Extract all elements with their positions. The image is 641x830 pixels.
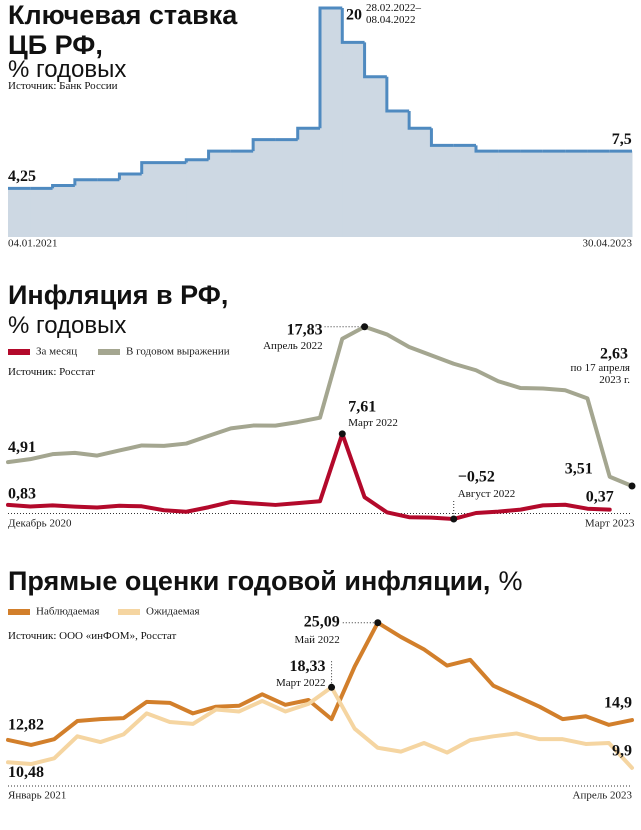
step-area xyxy=(453,145,477,237)
series-line xyxy=(6,324,634,488)
step-area xyxy=(431,145,455,237)
step-line xyxy=(184,158,209,163)
chart-title: Инфляция в РФ, xyxy=(8,280,229,310)
chart-title: Ключевая ставка ЦБ РФ, xyxy=(8,0,238,60)
step-area xyxy=(52,185,76,237)
value-label: 25,09 xyxy=(304,613,340,630)
step-line xyxy=(340,8,365,44)
step-line xyxy=(140,161,164,175)
step-line xyxy=(117,172,142,180)
point-dot xyxy=(328,683,336,691)
value-label: 0,83 xyxy=(8,486,36,503)
step-area xyxy=(297,128,321,237)
step-line xyxy=(251,138,276,152)
step-area xyxy=(342,42,366,237)
x-tick-label: Март 2023 xyxy=(585,518,635,530)
step-area xyxy=(476,151,499,237)
value-label: −0,52 xyxy=(458,469,495,486)
step-line xyxy=(73,178,98,186)
value-label: 9,9 xyxy=(612,743,632,760)
step-area xyxy=(74,179,98,237)
value-note: Март 2022 xyxy=(275,677,326,690)
step-area xyxy=(141,162,165,237)
value-label: 4,91 xyxy=(8,439,36,456)
series-line xyxy=(6,431,612,521)
step-area xyxy=(275,139,299,237)
x-tick-label: 04.01.2021 xyxy=(8,238,58,250)
legend-label: В годовом выражении xyxy=(126,346,230,358)
value-label: 12,82 xyxy=(8,717,44,734)
step-area xyxy=(8,188,31,237)
step-area xyxy=(498,151,522,237)
value-note: Апрель 2022 xyxy=(263,339,323,352)
point-dot xyxy=(361,323,369,331)
value-note: Май 2022 xyxy=(294,633,340,646)
step-area xyxy=(253,139,276,237)
step-area xyxy=(119,174,143,237)
step-line xyxy=(407,111,432,130)
source: Источник: ООО «инФОМ», Росстат xyxy=(8,630,177,642)
step-area xyxy=(409,128,432,237)
chart-subtitle: % годовых xyxy=(8,56,127,83)
step-area xyxy=(97,179,120,237)
x-tick-label: Апрель 2023 xyxy=(573,790,633,802)
step-area xyxy=(542,151,566,237)
point-dot xyxy=(374,619,382,627)
value-note: 28.02.2022–08.04.2022 xyxy=(366,2,421,26)
step-area xyxy=(520,151,544,237)
step-area xyxy=(230,151,254,237)
chart-subtitle: % xyxy=(498,566,523,596)
value-label: 18,33 xyxy=(290,658,326,675)
value-label: 4,25 xyxy=(8,168,36,185)
value-label: 20 xyxy=(346,7,362,24)
step-area xyxy=(30,188,54,237)
step-line xyxy=(51,183,75,189)
x-tick-label: 30.04.2023 xyxy=(583,238,633,250)
step-area xyxy=(587,151,611,237)
step-area xyxy=(386,111,410,237)
value-note: Март 2022 xyxy=(348,416,398,429)
step-area xyxy=(208,151,232,237)
source: Источник: Банк России xyxy=(8,80,118,92)
step-area xyxy=(186,159,210,237)
x-tick-label: Декабрь 2020 xyxy=(8,518,72,530)
step-area xyxy=(364,76,388,237)
legend-label: Ожидаемая xyxy=(146,606,200,618)
series-line xyxy=(6,685,634,770)
chart-subtitle: % годовых xyxy=(8,312,127,339)
value-label: 7,5 xyxy=(612,131,632,148)
step-area xyxy=(164,162,187,237)
value-label: 14,9 xyxy=(604,695,632,712)
series-line xyxy=(6,620,634,747)
value-label: 2,63 xyxy=(600,346,628,363)
step-line xyxy=(207,149,231,160)
step-line xyxy=(363,42,387,79)
value-label: 0,37 xyxy=(586,488,614,505)
chart-title: Прямые оценки годовой инфляции,% xyxy=(8,566,523,596)
step-line xyxy=(318,6,343,129)
step-line xyxy=(429,128,454,147)
x-tick-label: Январь 2021 xyxy=(8,790,66,802)
step-area xyxy=(609,151,633,237)
value-label: 10,48 xyxy=(8,764,44,781)
step-line xyxy=(385,76,410,113)
value-label: 3,51 xyxy=(565,460,593,477)
legend-label: За месяц xyxy=(36,346,77,358)
step-line xyxy=(474,145,499,153)
legend-label: Наблюдаемая xyxy=(36,606,100,618)
value-note: Август 2022 xyxy=(457,487,516,500)
step-area xyxy=(320,8,343,237)
point-dot xyxy=(628,482,636,490)
step-area xyxy=(565,151,588,237)
value-note: по 17 апреля 2023 г. xyxy=(570,361,630,386)
point-dot xyxy=(338,430,346,438)
step-line xyxy=(296,126,320,140)
source: Источник: Росстат xyxy=(8,366,95,378)
value-label: 7,61 xyxy=(348,398,376,415)
value-label: 17,83 xyxy=(287,321,323,338)
point-dot xyxy=(450,515,458,523)
